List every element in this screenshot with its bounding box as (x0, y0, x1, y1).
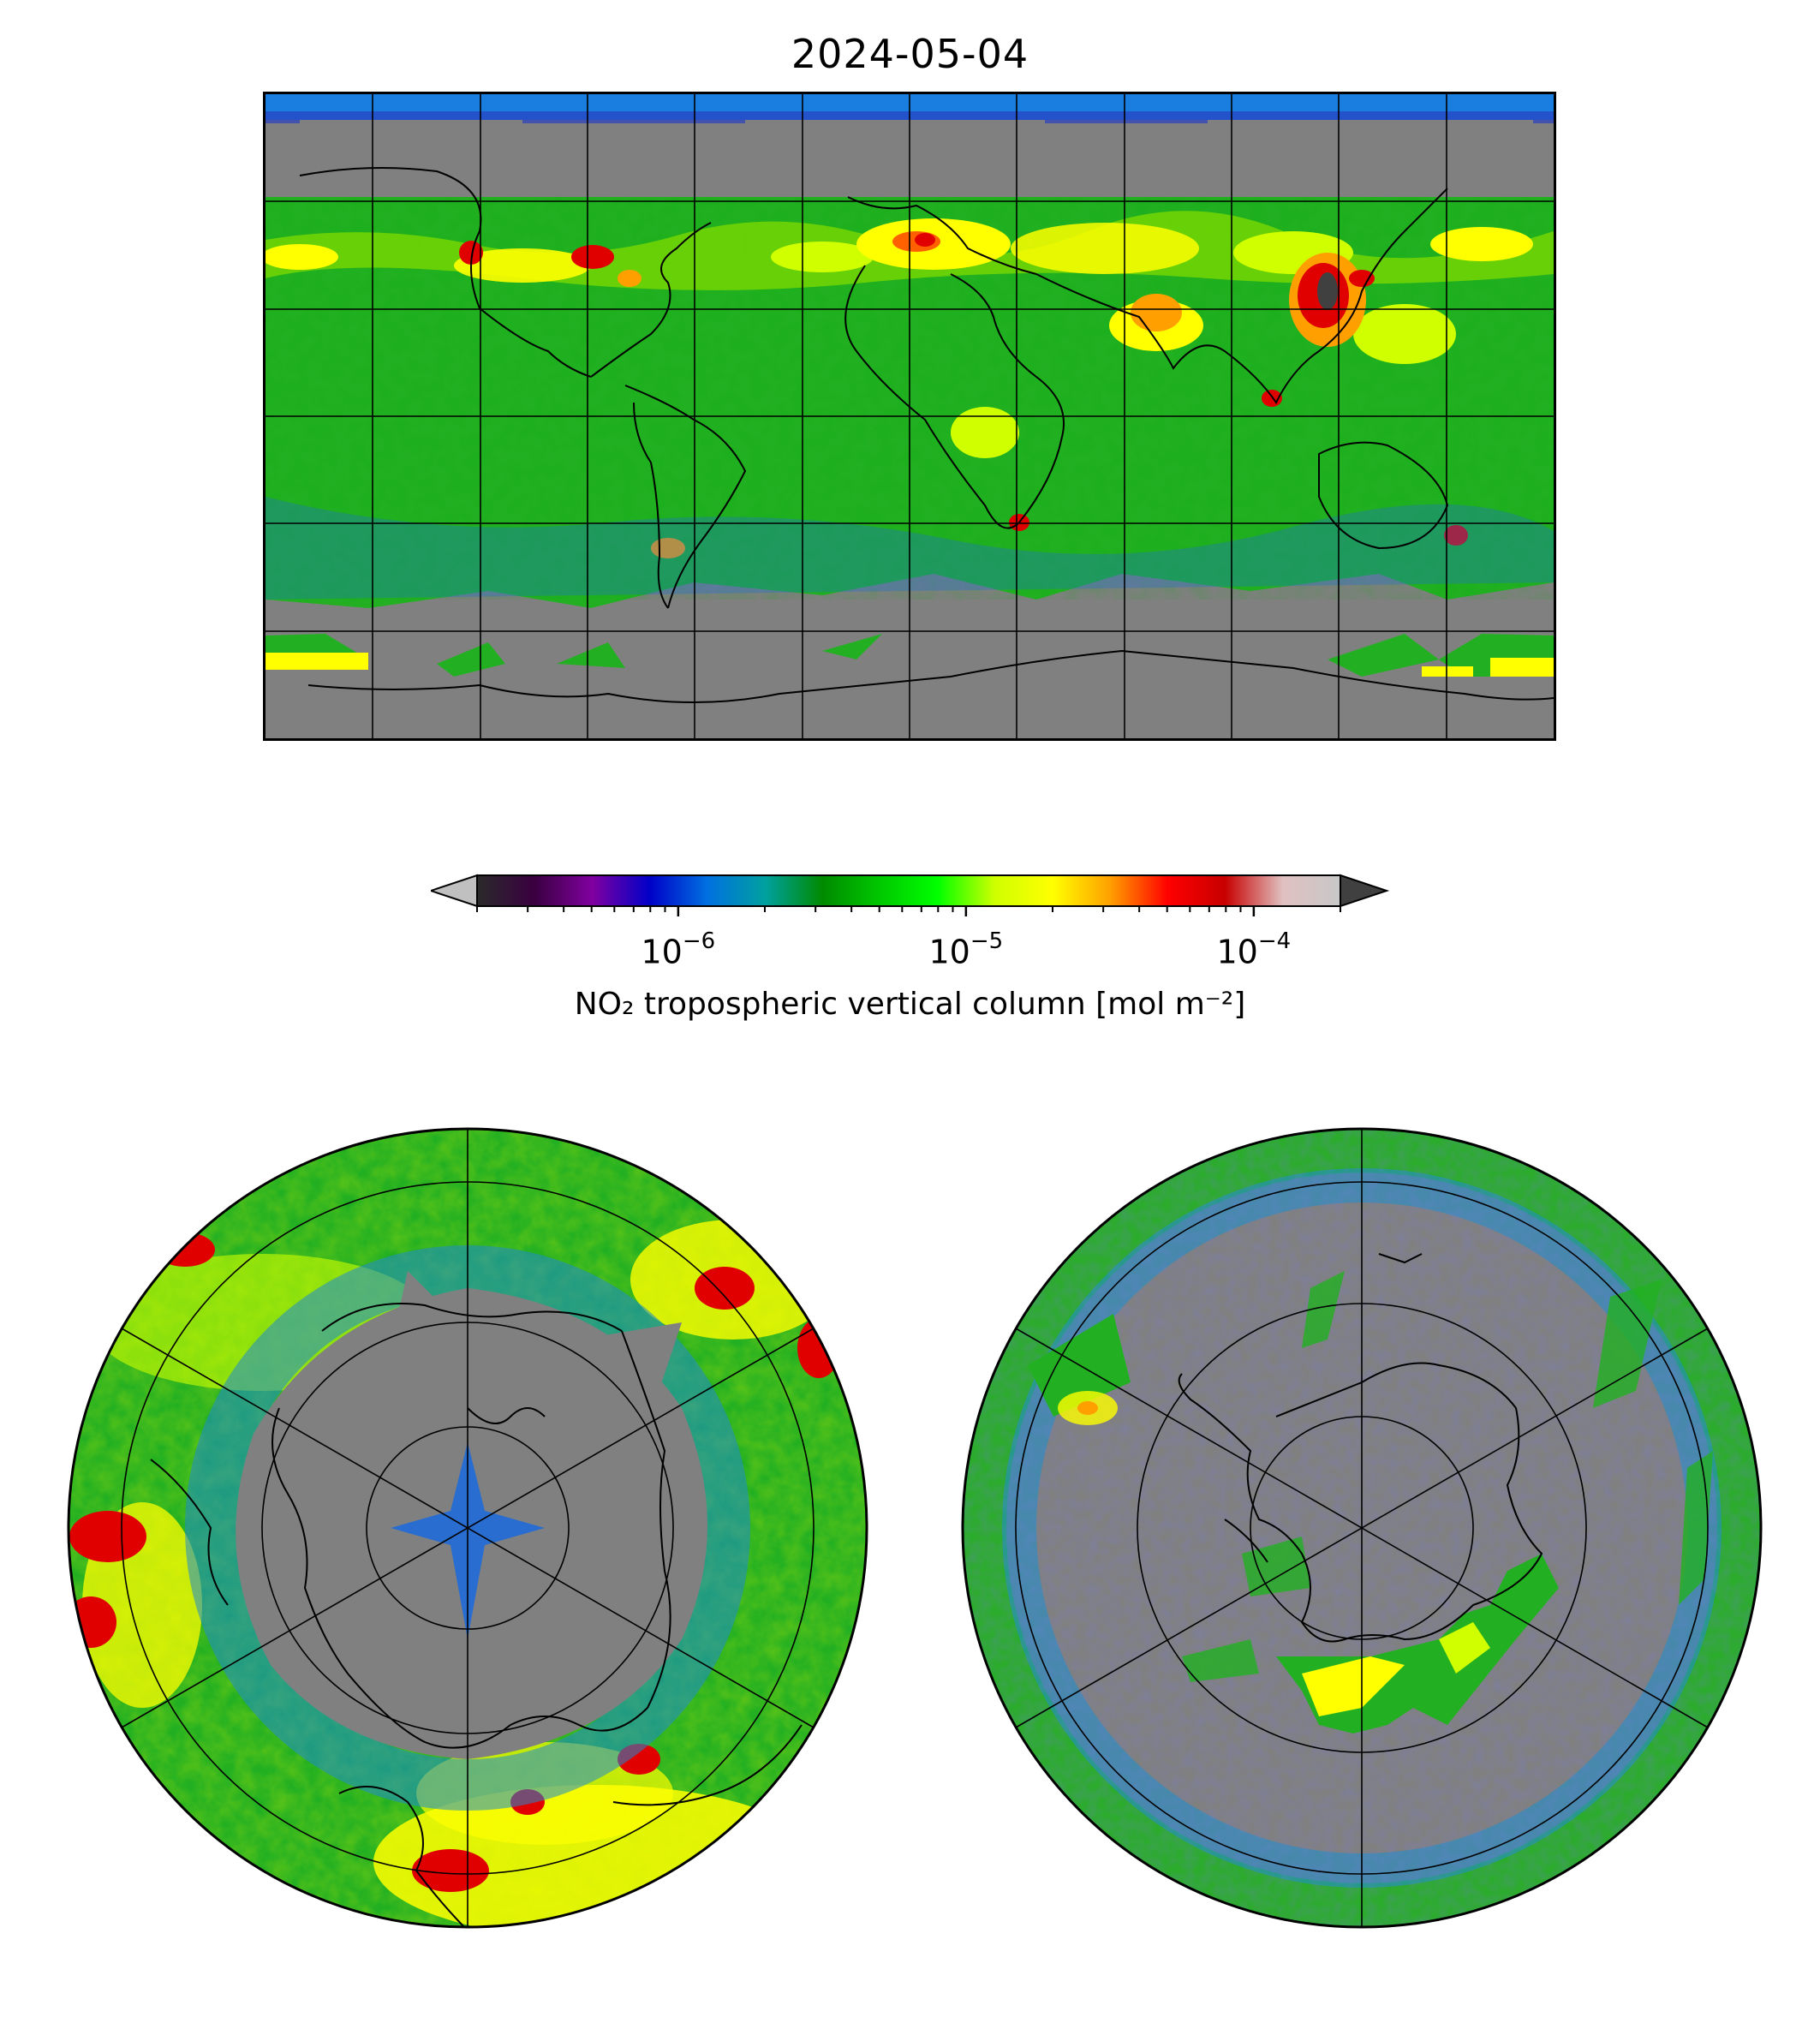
world-gridlines (266, 94, 1554, 738)
hotspot-europe (915, 233, 935, 247)
map-title: 2024-05-04 (791, 31, 1029, 77)
hotspot-west-us (459, 241, 483, 265)
colorbar-body (476, 874, 1341, 907)
world-map-canvas (266, 94, 1554, 738)
colorbar-major-ticks (677, 906, 1256, 916)
south-map-boundary (961, 1127, 1763, 1929)
colorbar-tick-label: 10−4 (1216, 928, 1292, 971)
north-gridlines (121, 1129, 815, 1927)
north-hotspot-1 (69, 1511, 146, 1562)
south-gridlines (1015, 1129, 1709, 1927)
colorbar-tick-label: 10−5 (928, 928, 1004, 971)
north-map-boundary (67, 1127, 868, 1929)
colorbar-tick-label: 10−6 (641, 928, 716, 971)
world-map (263, 92, 1556, 741)
south-polar-canvas (961, 1127, 1763, 1929)
north-hotspot-europe (412, 1849, 489, 1892)
north-polar-canvas (67, 1127, 868, 1929)
hotspot-east-us (571, 245, 614, 269)
south-polar-map (959, 1125, 1764, 1931)
colorbar-over-extend (1340, 874, 1390, 908)
colorbar-under-extend (431, 874, 478, 908)
coastlines (299, 167, 1554, 703)
antarctica-coastline (1178, 1253, 1543, 1643)
colorbar (431, 872, 1390, 934)
colorbar-minor-ticks (476, 906, 1341, 912)
colorbar-label: NO₂ tropospheric vertical column [mol m⁻… (574, 987, 1246, 1022)
north-polar-map (65, 1125, 870, 1931)
